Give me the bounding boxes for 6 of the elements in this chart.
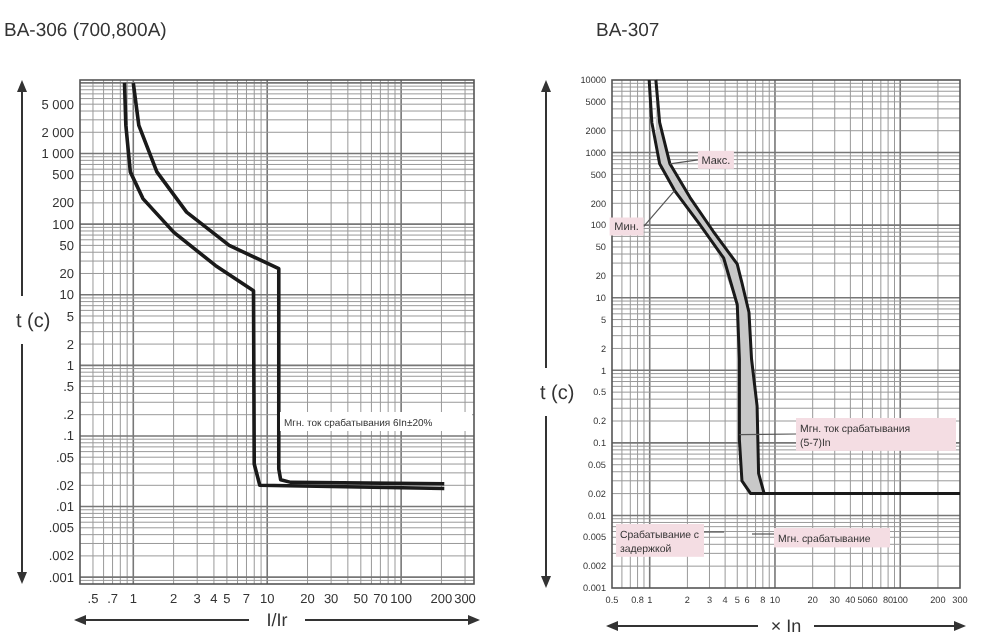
y-axis-title: t (c) [16, 311, 51, 333]
chart-title: BA-307 [596, 20, 660, 42]
x-axis-title: I/Ir [266, 610, 288, 631]
y-axis-title: t (c) [540, 383, 575, 405]
x-axis-title: × In [770, 616, 802, 637]
chart-title: BA-306 (700,800A) [4, 20, 167, 42]
